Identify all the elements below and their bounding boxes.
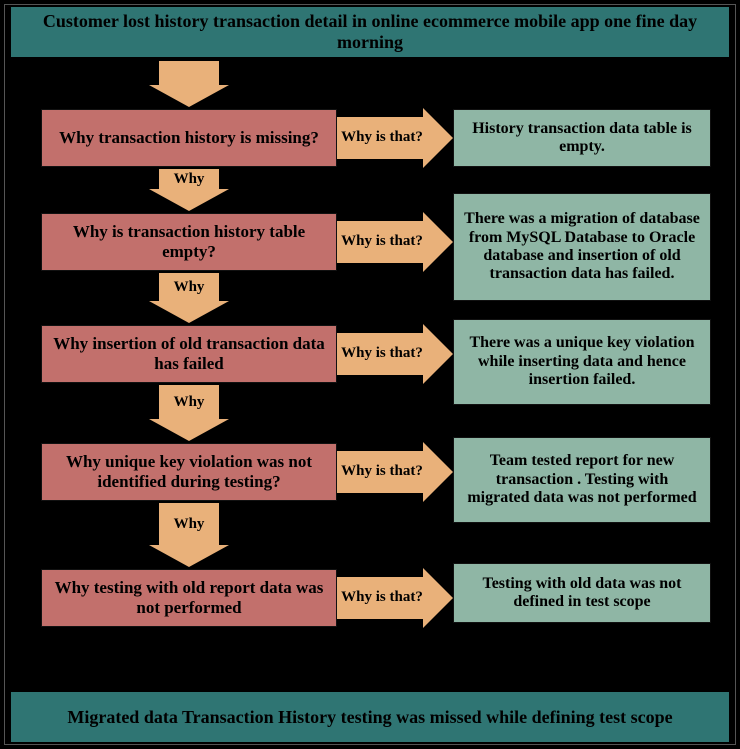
header-banner: Customer lost history transaction detail…: [11, 7, 729, 57]
why-arrow-head: [423, 324, 453, 384]
answer-text: There was a unique key violation while i…: [464, 334, 700, 389]
answer-text: Testing with old data was not defined in…: [464, 575, 700, 612]
answer-text: There was a migration of database from M…: [464, 210, 700, 284]
diagram-frame: Customer lost history transaction detail…: [4, 4, 736, 745]
down-arrow-initial: [159, 61, 219, 107]
step-row: Why transaction history is missing? Why …: [41, 109, 731, 167]
question-text: Why unique key violation was not identif…: [50, 452, 328, 491]
step-row: Why testing with old report data was not…: [41, 569, 731, 627]
why-arrow-right: Why is that?: [337, 325, 453, 383]
step-row: Why is transaction history table empty? …: [41, 213, 731, 271]
answer-box: Team tested report for new transaction .…: [453, 437, 711, 523]
header-title: Customer lost history transaction detail…: [21, 11, 719, 52]
down-arrow-head: [149, 419, 229, 441]
why-arrow-head: [423, 568, 453, 628]
question-box: Why testing with old report data was not…: [41, 569, 337, 627]
down-arrow-head: [149, 545, 229, 567]
why-arrow-head: [423, 442, 453, 502]
answer-box: History transaction data table is empty.: [453, 109, 711, 167]
question-text: Why transaction history is missing?: [59, 128, 319, 148]
down-arrow-why: Why: [159, 385, 219, 441]
down-arrow-head: [149, 85, 229, 107]
footer-banner: Migrated data Transaction History testin…: [11, 692, 729, 742]
answer-box: There was a unique key violation while i…: [453, 319, 711, 405]
why-arrow-right: Why is that?: [337, 213, 453, 271]
why-arrow-label: Why is that?: [337, 451, 423, 493]
question-box: Why transaction history is missing?: [41, 109, 337, 167]
down-arrow-label: Why: [159, 169, 219, 189]
down-arrow-head: [149, 189, 229, 211]
down-arrow-shaft: [159, 61, 219, 85]
down-arrow-label: Why: [159, 503, 219, 545]
down-arrow-label: Why: [159, 273, 219, 301]
question-box: Why unique key violation was not identif…: [41, 443, 337, 501]
question-box: Why is transaction history table empty?: [41, 213, 337, 271]
why-arrow-label: Why is that?: [337, 333, 423, 375]
footer-conclusion: Migrated data Transaction History testin…: [67, 707, 672, 728]
question-text: Why insertion of old transaction data ha…: [50, 334, 328, 373]
answer-box: There was a migration of database from M…: [453, 193, 711, 301]
down-arrow-why: Why: [159, 503, 219, 567]
why-arrow-head: [423, 212, 453, 272]
why-arrow-right: Why is that?: [337, 443, 453, 501]
why-arrow-head: [423, 108, 453, 168]
answer-box: Testing with old data was not defined in…: [453, 563, 711, 623]
answer-text: History transaction data table is empty.: [464, 120, 700, 157]
down-arrow-head: [149, 301, 229, 323]
down-arrow-why: Why: [159, 169, 219, 211]
step-row: Why unique key violation was not identif…: [41, 443, 731, 501]
why-arrow-right: Why is that?: [337, 109, 453, 167]
step-row: Why insertion of old transaction data ha…: [41, 325, 731, 383]
question-text: Why testing with old report data was not…: [50, 578, 328, 617]
down-arrow-label: Why: [159, 385, 219, 419]
down-arrow-why: Why: [159, 273, 219, 323]
question-box: Why insertion of old transaction data ha…: [41, 325, 337, 383]
why-arrow-label: Why is that?: [337, 117, 423, 159]
why-arrow-label: Why is that?: [337, 577, 423, 619]
question-text: Why is transaction history table empty?: [50, 222, 328, 261]
why-arrow-label: Why is that?: [337, 221, 423, 263]
why-arrow-right: Why is that?: [337, 569, 453, 627]
answer-text: Team tested report for new transaction .…: [464, 452, 700, 507]
